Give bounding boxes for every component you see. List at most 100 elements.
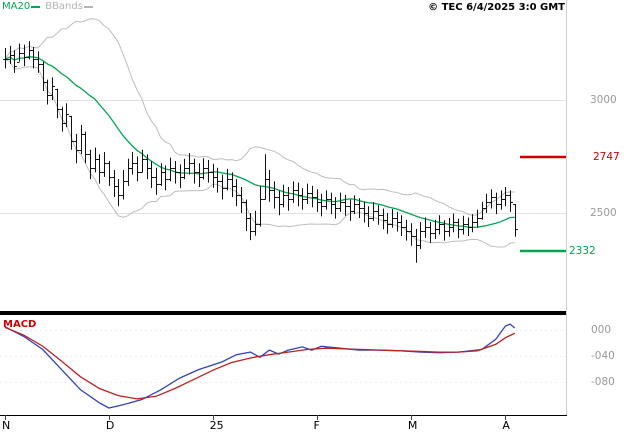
ohlc-bar xyxy=(116,179,121,207)
ohlc-bar xyxy=(149,161,154,189)
ohlc-bar xyxy=(248,213,253,241)
x-axis-tick xyxy=(317,415,318,420)
x-axis-tick xyxy=(411,415,412,420)
ohlc-bar xyxy=(399,215,404,237)
copyright-text: © TEC 6/4/2025 3:0 GMT xyxy=(428,2,565,13)
ohlc-bar xyxy=(192,158,197,184)
price-axis-label-support: 2332 xyxy=(569,244,596,257)
macd-signal-line xyxy=(4,326,516,400)
ohlc-bar xyxy=(338,192,343,212)
x-label-november: N xyxy=(2,419,11,432)
ohlc-bar xyxy=(305,183,310,204)
ohlc-bar xyxy=(22,44,27,67)
ohlc-bar xyxy=(319,193,324,217)
ohlc-bar xyxy=(442,220,447,241)
ohlc-bar xyxy=(300,188,305,210)
ohlc-bar xyxy=(12,50,17,73)
x-label-december: D xyxy=(105,419,115,432)
x-label-march: M xyxy=(407,419,418,432)
ohlc-bar xyxy=(206,159,211,183)
ohlc-bar xyxy=(97,154,102,184)
ohlc-bar xyxy=(83,131,88,164)
ma20-legend-dash xyxy=(31,6,41,8)
ohlc-bar xyxy=(281,184,286,208)
ohlc-bar xyxy=(475,209,480,228)
ohlc-bar xyxy=(456,218,461,239)
macd-axis-label-000: 000 xyxy=(591,324,612,336)
x-label-jan-2025: 25 xyxy=(209,419,224,432)
ohlc-bar xyxy=(234,179,239,207)
ohlc-bar xyxy=(126,158,131,186)
ohlc-bar xyxy=(36,51,41,73)
ohlc-bar xyxy=(31,46,36,69)
x-label-april: A xyxy=(502,419,510,432)
x-axis-tick xyxy=(505,415,506,420)
ohlc-bar xyxy=(272,181,277,209)
ohlc-bar xyxy=(348,199,353,221)
ohlc-bar xyxy=(50,77,55,100)
ohlc-bar xyxy=(60,106,65,132)
macd-panel-label: MACD xyxy=(3,319,37,330)
ohlc-bar xyxy=(362,201,367,223)
ohlc-bar xyxy=(366,206,371,228)
ohlc-bar xyxy=(395,211,400,232)
ohlc-bar xyxy=(286,187,291,211)
ohlc-bar xyxy=(55,88,60,119)
ohlc-bar xyxy=(258,185,263,227)
ohlc-bar xyxy=(343,194,348,216)
ohlc-bar xyxy=(390,208,395,228)
ohlc-bars xyxy=(3,41,518,263)
ohlc-bar xyxy=(451,213,456,233)
ohlc-bar xyxy=(154,167,159,195)
ma20-line xyxy=(4,56,515,229)
ohlc-bar xyxy=(239,187,244,213)
ohlc-bar xyxy=(215,167,220,193)
ohlc-bar xyxy=(107,161,112,186)
ohlc-bar xyxy=(513,203,518,237)
ohlc-bar xyxy=(333,197,338,219)
bbands-legend-dash xyxy=(83,6,93,8)
ohlc-bar xyxy=(253,210,258,236)
ohlc-bar xyxy=(112,170,117,198)
macd-axis-label-080: -080 xyxy=(591,376,615,388)
ohlc-bar xyxy=(187,153,192,175)
panel-separator xyxy=(0,311,567,315)
ohlc-bar xyxy=(381,208,386,230)
ohlc-bar xyxy=(508,190,513,212)
ohlc-bar xyxy=(178,164,183,189)
bollinger-upper-line xyxy=(4,18,515,216)
ohlc-bar xyxy=(404,219,409,241)
ohlc-bar xyxy=(17,43,22,63)
ohlc-bar xyxy=(428,222,433,243)
ohlc-bar xyxy=(225,168,230,191)
macd-macd-line xyxy=(4,323,516,409)
ohlc-bar xyxy=(263,154,268,200)
ohlc-bar xyxy=(376,205,381,225)
ohlc-bar xyxy=(277,190,282,216)
ohlc-bar xyxy=(499,190,504,210)
ohlc-bar xyxy=(329,192,334,215)
x-axis-tick xyxy=(109,415,110,420)
ohlc-bar xyxy=(88,149,93,180)
ohlc-bar xyxy=(145,154,150,180)
macd-chart-canvas xyxy=(0,323,567,409)
ohlc-bar xyxy=(140,149,145,173)
ohlc-bar xyxy=(494,192,499,215)
ohlc-bar xyxy=(503,187,508,207)
ma20-legend-label: MA20 xyxy=(2,1,31,12)
ohlc-bar xyxy=(371,202,376,221)
ohlc-bar xyxy=(423,217,428,238)
ohlc-bar xyxy=(461,215,466,235)
ohlc-bar xyxy=(267,170,272,202)
x-axis-line xyxy=(0,415,567,416)
ohlc-bar xyxy=(291,181,296,203)
x-axis-tick xyxy=(213,415,214,420)
ohlc-bar xyxy=(220,174,225,200)
ohlc-bar xyxy=(135,156,140,182)
ohlc-bar xyxy=(357,198,362,218)
ohlc-bar xyxy=(168,157,173,182)
ohlc-bar xyxy=(409,223,414,246)
ohlc-bar xyxy=(102,151,107,177)
ohlc-bar xyxy=(418,222,423,250)
price-axis-label-resistance: 2747 xyxy=(593,151,620,164)
